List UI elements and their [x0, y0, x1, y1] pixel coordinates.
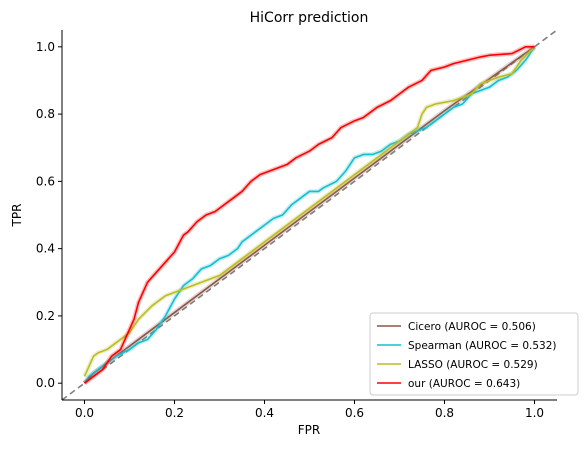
- series-line-3: [84, 46, 535, 384]
- y-tick-label: 1.0: [36, 40, 55, 54]
- x-ticks: 0.0 0.2 0.4 0.6 0.8 1.0: [75, 400, 544, 420]
- y-axis-label: TPR: [10, 204, 24, 228]
- y-tick-label: 0.8: [36, 107, 55, 121]
- legend-label-3: our (AUROC = 0.643): [408, 378, 520, 390]
- legend-label-1: Spearman (AUROC = 0.532): [408, 340, 557, 352]
- x-axis-label: FPR: [298, 423, 320, 437]
- y-ticks: 0.0 0.2 0.4 0.6 0.8 1.0: [36, 40, 62, 390]
- chart-title: HiCorr prediction: [250, 10, 369, 26]
- x-tick-label: 0.4: [255, 406, 274, 420]
- y-tick-label: 0.0: [36, 376, 55, 390]
- x-tick-label: 0.2: [165, 406, 184, 420]
- x-tick-label: 0.6: [345, 406, 364, 420]
- series-line-2: [83, 46, 536, 377]
- legend: Cicero (AUROC = 0.506) Spearman (AUROC = …: [369, 312, 579, 396]
- y-tick-label: 0.6: [36, 174, 55, 188]
- x-tick-label: 0.8: [435, 406, 454, 420]
- series-line-1: [83, 46, 536, 384]
- series-layer: [82, 44, 537, 385]
- x-tick-label: 0.0: [75, 406, 94, 420]
- legend-box: [369, 312, 579, 396]
- y-tick-label: 0.4: [36, 242, 55, 256]
- y-tick-label: 0.2: [36, 309, 55, 323]
- x-tick-label: 1.0: [525, 406, 544, 420]
- legend-label-0: Cicero (AUROC = 0.506): [408, 321, 536, 333]
- legend-label-2: LASSO (AUROC = 0.529): [408, 359, 538, 371]
